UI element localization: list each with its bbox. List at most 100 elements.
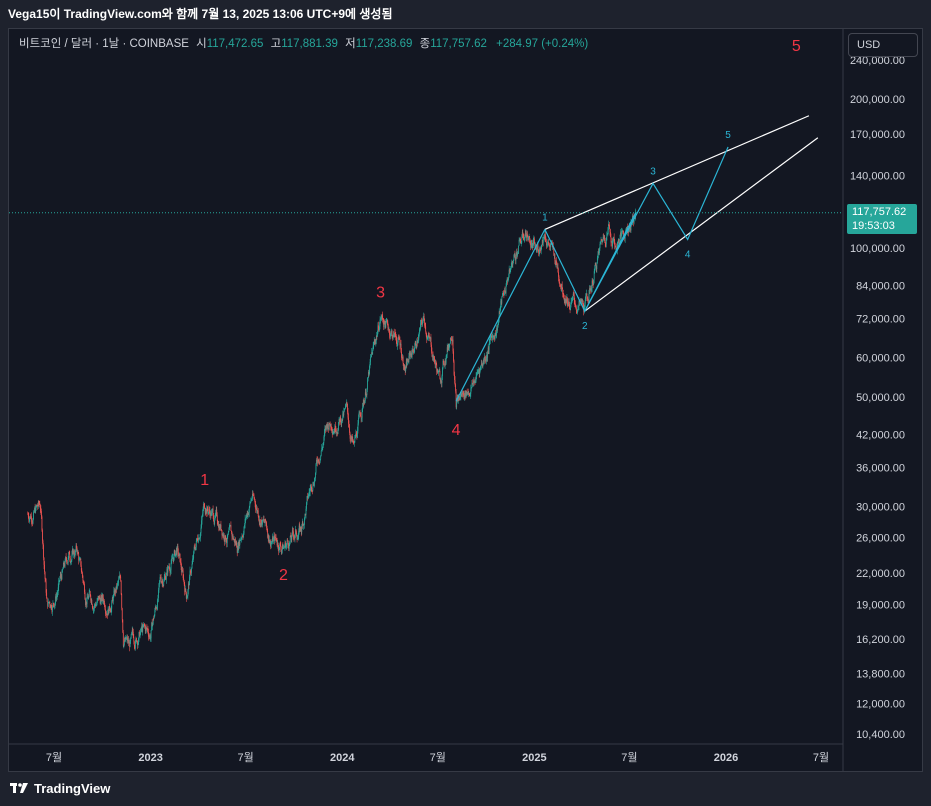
candle-body	[625, 228, 627, 231]
candle-body	[619, 238, 621, 244]
bar-countdown: 19:53:03	[852, 220, 895, 232]
candle-body	[526, 235, 527, 238]
candle-body	[604, 236, 606, 241]
candle-body	[353, 442, 355, 444]
candle-body	[596, 257, 598, 264]
candle-body	[42, 530, 43, 541]
price-tick-label: 84,000.00	[856, 280, 905, 292]
candle-body	[437, 372, 439, 374]
candle-body	[281, 550, 283, 551]
candle-body	[91, 604, 93, 608]
candle-body	[140, 629, 142, 635]
candle-body	[203, 503, 205, 509]
price-chart[interactable]: 1 2 3 4 5 1 2 3 4 5 240,000.00 200,000.00 170,000.0…	[9, 29, 922, 771]
candle-body	[42, 540, 44, 545]
candle-body	[574, 303, 576, 307]
candle-body	[610, 231, 611, 238]
wave-overlay: 1 2 3 4 5 1 2 3 4 5	[200, 38, 819, 584]
candle-body	[103, 600, 105, 602]
candle-body	[229, 525, 231, 526]
candle-body	[301, 522, 303, 526]
candle-body	[605, 243, 607, 245]
candle-body	[591, 288, 592, 291]
wave-label-primary: 4	[452, 422, 461, 439]
candle-body	[302, 522, 304, 526]
candle-body	[167, 567, 169, 573]
symbol-label[interactable]: 비트코인 / 달러 · 1날 · COINBASE	[19, 38, 189, 50]
candle-body	[598, 251, 599, 255]
candle-body	[537, 245, 538, 249]
candle-body	[553, 248, 555, 256]
candle-body	[585, 293, 587, 299]
candle-body	[462, 391, 464, 395]
candle-body	[441, 376, 443, 384]
candle-body	[59, 578, 61, 581]
candle-body	[557, 266, 558, 268]
candle-body	[163, 581, 165, 586]
candle-body	[547, 244, 548, 246]
candle-body	[615, 247, 617, 248]
wave-path-secondary-extra[interactable]	[584, 212, 637, 312]
candle-body	[264, 520, 265, 524]
candle-body	[390, 332, 392, 334]
candle-body	[66, 561, 68, 563]
candle-body	[418, 334, 420, 339]
candle-body	[479, 367, 481, 371]
candle-body	[216, 509, 218, 516]
candle-body	[458, 396, 460, 400]
candle-body	[627, 230, 629, 233]
wave-path-secondary[interactable]	[544, 146, 729, 313]
channel-lower-line[interactable]	[584, 137, 819, 312]
candle-body	[461, 393, 463, 397]
candle-body	[411, 350, 413, 358]
candle-body	[143, 624, 145, 626]
wave-path-4-to-1[interactable]	[455, 229, 546, 402]
candle-body	[407, 361, 409, 363]
candle-body	[287, 540, 289, 542]
candle-body	[312, 484, 314, 491]
candle-body	[318, 459, 319, 462]
candle-body	[185, 591, 187, 599]
candle-body	[377, 325, 379, 334]
candle-body	[228, 530, 230, 532]
candle-body	[392, 336, 394, 339]
candle-body	[389, 329, 390, 335]
candle-body	[526, 234, 528, 238]
candle-body	[263, 519, 265, 521]
chart-area[interactable]: 1 2 3 4 5 1 2 3 4 5 240,000.00 200,000.00 170,000.0…	[8, 28, 923, 772]
currency-button[interactable]: USD	[848, 33, 918, 57]
candle-body	[566, 298, 568, 303]
candle-body	[474, 380, 475, 383]
candle-body	[178, 554, 180, 557]
candle-body	[62, 568, 64, 570]
candle-body	[436, 369, 438, 372]
candle-body	[168, 566, 169, 568]
candle-body	[210, 512, 212, 516]
candle-body	[536, 248, 538, 252]
candle-body	[498, 319, 500, 323]
channel-upper-line[interactable]	[544, 115, 810, 230]
tradingview-logo[interactable]: TradingView	[10, 781, 110, 796]
wave-label-primary: 1	[200, 472, 209, 489]
candle-body	[279, 544, 281, 548]
candle-body	[290, 536, 292, 538]
candle-body	[501, 297, 503, 304]
candle-body	[621, 230, 623, 232]
candle-body	[558, 272, 559, 277]
candle-body	[148, 636, 150, 638]
candle-body	[153, 618, 155, 620]
candle-body	[473, 380, 475, 383]
candle-body	[468, 392, 470, 395]
candle-body	[358, 418, 359, 424]
candle-body	[239, 540, 241, 545]
candle-body	[426, 338, 428, 340]
candle-body	[447, 347, 449, 349]
candle-body	[470, 388, 472, 394]
candle-body	[565, 299, 567, 304]
candle-body	[217, 521, 219, 526]
candle-body	[128, 642, 130, 644]
candle-body	[218, 526, 220, 530]
candle-body	[340, 417, 342, 423]
candle-body	[617, 239, 619, 243]
candle-body	[328, 428, 329, 430]
